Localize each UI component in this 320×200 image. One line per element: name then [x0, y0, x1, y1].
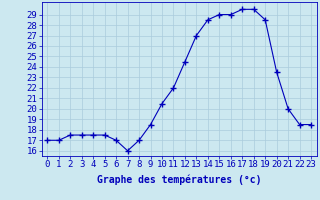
X-axis label: Graphe des températures (°c): Graphe des températures (°c): [97, 175, 261, 185]
